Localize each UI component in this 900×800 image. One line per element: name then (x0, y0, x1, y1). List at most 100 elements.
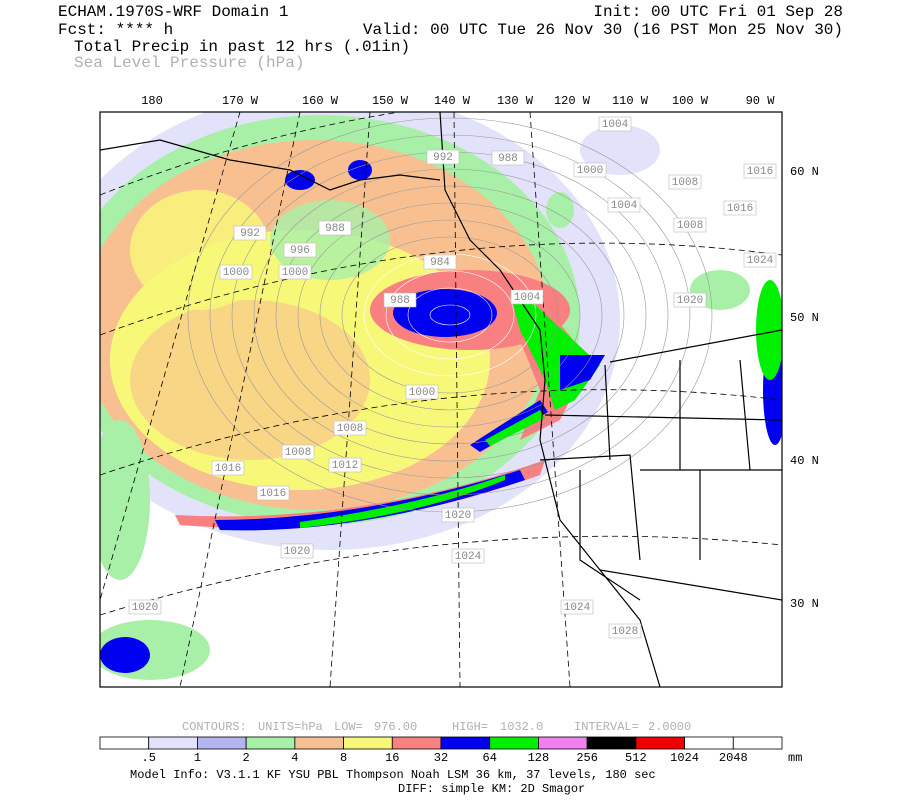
boundary (604, 364, 611, 461)
boundary (539, 454, 641, 561)
contour-label: 988 (390, 295, 410, 307)
contour-label: 984 (430, 257, 450, 269)
colorbar-label: 256 (576, 751, 598, 765)
colorbar-label: 4 (291, 751, 298, 765)
contour-label: 1004 (514, 292, 541, 304)
precip-area (270, 200, 390, 280)
forecast-hour: Fcst: **** h (58, 21, 173, 39)
colorbar-box (294, 736, 344, 750)
contour-label-box (211, 460, 245, 476)
contour-label: 1020 (284, 546, 310, 558)
longitude-label: 140 W (434, 94, 471, 108)
contour-label: 1020 (132, 602, 158, 614)
contour-label-box (281, 444, 315, 460)
contour-info: 1032.0 (500, 720, 543, 734)
contour-label-box (283, 242, 317, 258)
contour-label: 1000 (282, 267, 308, 279)
contour-label: 1000 (409, 387, 435, 399)
contour-label-box (219, 264, 253, 280)
contour-label-box (673, 217, 707, 233)
contour-label-box (743, 252, 777, 268)
contour-label-box (441, 507, 475, 523)
precip-area (215, 470, 525, 531)
isobar (297, 202, 603, 428)
contour-label-box (318, 220, 352, 236)
contour-label: 1008 (677, 220, 703, 232)
contour-label: 1024 (747, 255, 774, 267)
model-title: ECHAM.1970S-WRF Domain 1 (58, 3, 288, 21)
contour-label-box (608, 623, 642, 639)
precip-area (393, 289, 497, 337)
contour-label: 1012 (332, 460, 358, 472)
contour-label-box (598, 116, 632, 132)
longitude-label: 150 W (372, 94, 409, 108)
contour-label-box (426, 149, 460, 165)
precip-area (580, 125, 660, 175)
isobar (209, 134, 691, 496)
contour-label: 1008 (672, 177, 698, 189)
longitude-label: 100 W (672, 94, 709, 108)
contour-label: 1016 (215, 463, 241, 475)
colorbar-box (99, 736, 150, 750)
precip-area (285, 170, 315, 190)
latitude-label: 30 N (790, 597, 819, 611)
contour-label: 1000 (223, 267, 249, 279)
precip-area (300, 475, 505, 528)
longitude-line (179, 112, 301, 687)
contour-label: 1028 (612, 626, 638, 638)
contour-label: 1008 (285, 447, 311, 459)
colorbar-unit: mm (788, 751, 802, 765)
longitude-label: 110 W (612, 94, 649, 108)
latitude-label: 40 N (790, 454, 819, 468)
longitude-label: 180 (141, 94, 163, 108)
isobar (385, 270, 515, 360)
latitude-line (100, 242, 782, 336)
precip-area (485, 410, 545, 446)
longitude-line (100, 112, 241, 601)
colorbar-label: 1 (194, 751, 201, 765)
isobar (363, 253, 537, 377)
boundary (739, 359, 751, 471)
contour-label: 992 (240, 228, 260, 240)
contour-info: 976.00 (374, 720, 417, 734)
contour-label-box (280, 543, 314, 559)
contour-label: 1016 (727, 203, 753, 215)
contour-info: UNITS=hPa (258, 720, 323, 734)
latitude-line (100, 389, 782, 476)
longitude-line (529, 112, 571, 687)
contour-label: 1024 (564, 602, 591, 614)
longitude-label: 120 W (554, 94, 591, 108)
contour-label-box (128, 599, 162, 615)
contour-label: 1016 (260, 488, 286, 500)
contour-info: HIGH= (452, 720, 488, 734)
isobar (253, 168, 647, 462)
colorbar-box (148, 736, 198, 750)
colorbar-box (197, 736, 247, 750)
contour-label-box (333, 420, 367, 436)
diff-info: DIFF: simple KM: 2D Smagor (398, 782, 585, 796)
latitude-label: 50 N (790, 311, 819, 325)
latitude-line (100, 112, 403, 196)
colorbar-box (245, 736, 296, 750)
colorbar-box (538, 736, 588, 750)
isobar (341, 236, 559, 394)
colorbar-label: 16 (385, 751, 399, 765)
colorbar-box (586, 736, 637, 750)
map-body: 1004 992 988 1000 1008 1016 1004 1016 988 1008 992… (100, 112, 782, 687)
colorbar-box (391, 736, 442, 750)
colorbar-label: 2 (243, 751, 250, 765)
colorbar-label: 32 (434, 751, 448, 765)
precip-area (560, 355, 605, 390)
field-title: Total Precip in past 12 hrs (.01in) (74, 38, 410, 56)
contour-label-box (743, 163, 777, 179)
longitude-label: 90 W (746, 94, 776, 108)
precip-area (100, 637, 150, 673)
colorbar-label: 512 (625, 751, 647, 765)
contour-info: INTERVAL= (574, 720, 639, 734)
contour-label: 1020 (677, 295, 703, 307)
contour-label: 1024 (455, 551, 482, 563)
contour-label-box (256, 485, 290, 501)
boundary (599, 569, 782, 601)
map: 1004 992 988 1000 1008 1016 1004 1016 988 1008 992… (100, 94, 819, 687)
colorbar-label: 1024 (670, 751, 699, 765)
